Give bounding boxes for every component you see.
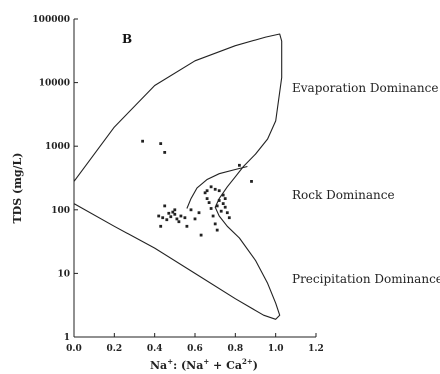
data-point	[217, 189, 221, 193]
data-point	[179, 214, 183, 218]
plot-axes	[73, 19, 316, 338]
x-axis-label: Na+: (Na+ + Ca2+)	[150, 357, 258, 372]
data-point	[203, 191, 207, 195]
data-point	[223, 205, 227, 209]
data-point	[159, 224, 163, 228]
data-point	[205, 189, 209, 193]
data-point	[221, 202, 225, 205]
data-point	[163, 204, 167, 208]
x-tick-label: 0.4	[147, 344, 163, 354]
y-axis-label: TDS (mg/L)	[11, 153, 24, 224]
data-point	[169, 215, 173, 219]
x-tick-label: 0.0	[66, 344, 82, 354]
boomerang-outer-curve	[73, 33, 283, 320]
x-axis-ticks: 0.0 0.2 0.4 0.6 0.8 1.0 1.2	[66, 333, 324, 354]
data-point	[227, 216, 231, 220]
data-point	[165, 218, 169, 222]
sample-points	[141, 139, 253, 237]
data-point	[193, 217, 197, 221]
data-point	[223, 197, 227, 200]
data-point	[167, 211, 171, 215]
boomerang-inner-curve	[186, 165, 248, 209]
x-tick-label: 1.0	[268, 344, 284, 354]
data-point	[189, 208, 193, 212]
data-point	[175, 217, 179, 221]
panel-label: B	[122, 32, 132, 46]
data-point	[209, 207, 213, 210]
data-point	[185, 224, 189, 228]
data-point	[225, 211, 229, 215]
data-point	[250, 180, 253, 183]
data-point	[173, 208, 177, 212]
data-point	[157, 214, 161, 218]
y-tick-label: 100000	[32, 15, 70, 25]
y-tick-label: 10	[57, 269, 70, 279]
gibbs-boomerang-outline	[73, 33, 283, 320]
data-point	[163, 151, 167, 154]
data-point	[197, 211, 201, 215]
data-point	[215, 228, 219, 232]
y-tick-label: 1	[64, 333, 70, 343]
data-point	[213, 222, 217, 226]
data-point	[171, 210, 175, 214]
y-axis-ticks: 1 10 100 1000 10000 100000	[32, 15, 78, 343]
y-tick-label: 100	[51, 206, 70, 216]
annotation-evaporation-dominance: Evaporation Dominance	[292, 81, 438, 95]
data-point	[217, 199, 221, 202]
y-tick-label: 10000	[39, 79, 70, 89]
data-point	[199, 233, 203, 237]
data-point	[213, 187, 217, 191]
x-tick-label: 0.6	[187, 344, 203, 354]
annotation-precipitation-dominance: Precipitation Dominance	[292, 272, 440, 286]
data-point	[211, 214, 215, 218]
data-point	[177, 220, 181, 224]
y-tick-label: 1000	[45, 142, 70, 152]
data-point	[205, 197, 209, 200]
x-tick-label: 0.2	[106, 344, 122, 354]
data-point	[219, 209, 223, 213]
data-point	[183, 216, 187, 220]
data-point	[209, 185, 213, 189]
data-point	[161, 216, 165, 220]
x-tick-label: 1.2	[308, 344, 324, 354]
data-point	[238, 163, 241, 167]
data-point	[221, 193, 225, 197]
data-point	[215, 204, 219, 208]
annotation-rock-dominance: Rock Dominance	[292, 188, 395, 202]
x-tick-label: 0.8	[227, 344, 243, 354]
data-point	[159, 142, 163, 145]
data-point	[207, 201, 211, 204]
data-point	[173, 212, 177, 216]
data-point	[141, 139, 144, 143]
